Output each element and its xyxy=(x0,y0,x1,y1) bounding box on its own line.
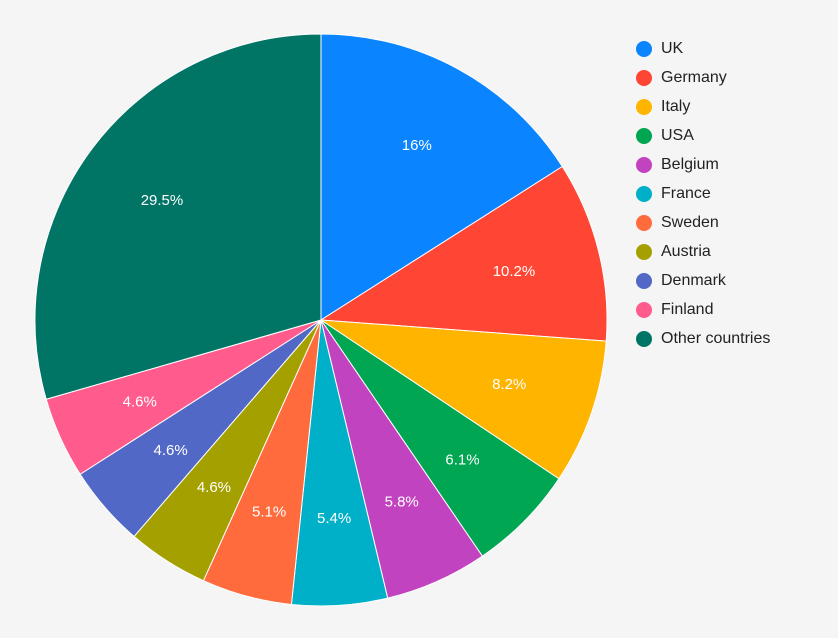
legend-swatch xyxy=(636,243,652,260)
legend-label: Sweden xyxy=(661,213,719,231)
legend-swatch xyxy=(636,214,652,231)
legend-swatch xyxy=(636,156,652,173)
legend-swatch xyxy=(636,127,652,144)
legend-swatch xyxy=(636,40,652,57)
pie-slice-uk[interactable] xyxy=(320,33,564,321)
legend-item-usa[interactable]: USA xyxy=(636,121,770,150)
slice-label-other-countries: 29.5% xyxy=(141,192,184,209)
legend-item-denmark[interactable]: Denmark xyxy=(636,266,770,295)
slice-label-germany: 10.2% xyxy=(493,263,536,280)
slice-label-denmark: 4.6% xyxy=(154,442,188,459)
legend-label: Belgium xyxy=(661,155,719,173)
legend-item-france[interactable]: France xyxy=(636,179,770,208)
pie-slice-other-countries[interactable] xyxy=(34,33,322,400)
slice-label-uk: 16% xyxy=(402,137,432,154)
slice-label-finland: 4.6% xyxy=(123,394,157,411)
legend-label: USA xyxy=(661,126,694,144)
legend-swatch xyxy=(636,272,652,289)
legend-item-uk[interactable]: UK xyxy=(636,34,770,63)
legend-item-germany[interactable]: Germany xyxy=(636,63,770,92)
slice-label-sweden: 5.1% xyxy=(252,504,286,521)
legend-item-other-countries[interactable]: Other countries xyxy=(636,324,770,353)
slice-label-austria: 4.6% xyxy=(197,479,231,496)
legend-item-belgium[interactable]: Belgium xyxy=(636,150,770,179)
legend-label: France xyxy=(661,184,711,202)
legend-item-italy[interactable]: Italy xyxy=(636,92,770,121)
legend-swatch xyxy=(636,330,652,347)
slice-label-france: 5.4% xyxy=(317,510,351,527)
legend-label: Finland xyxy=(661,300,714,318)
slice-label-belgium: 5.8% xyxy=(385,493,419,510)
legend: UK Germany Italy USA Belgium France Sweden Aust… xyxy=(636,34,770,353)
legend-swatch xyxy=(636,69,652,86)
legend-label: UK xyxy=(661,39,684,57)
slice-label-usa: 6.1% xyxy=(445,451,479,468)
legend-label: Denmark xyxy=(661,271,726,289)
legend-label: Other countries xyxy=(661,329,771,347)
legend-swatch xyxy=(636,98,652,115)
legend-swatch xyxy=(636,185,652,202)
legend-label: Austria xyxy=(661,242,711,260)
slice-label-italy: 8.2% xyxy=(492,376,526,393)
legend-label: Germany xyxy=(661,68,727,86)
pie-slice-germany[interactable] xyxy=(319,165,608,342)
legend-item-austria[interactable]: Austria xyxy=(636,237,770,266)
legend-item-finland[interactable]: Finland xyxy=(636,295,770,324)
legend-label: Italy xyxy=(661,97,691,115)
legend-swatch xyxy=(636,301,652,318)
legend-item-sweden[interactable]: Sweden xyxy=(636,208,770,237)
pie-slice-italy[interactable] xyxy=(319,319,607,480)
